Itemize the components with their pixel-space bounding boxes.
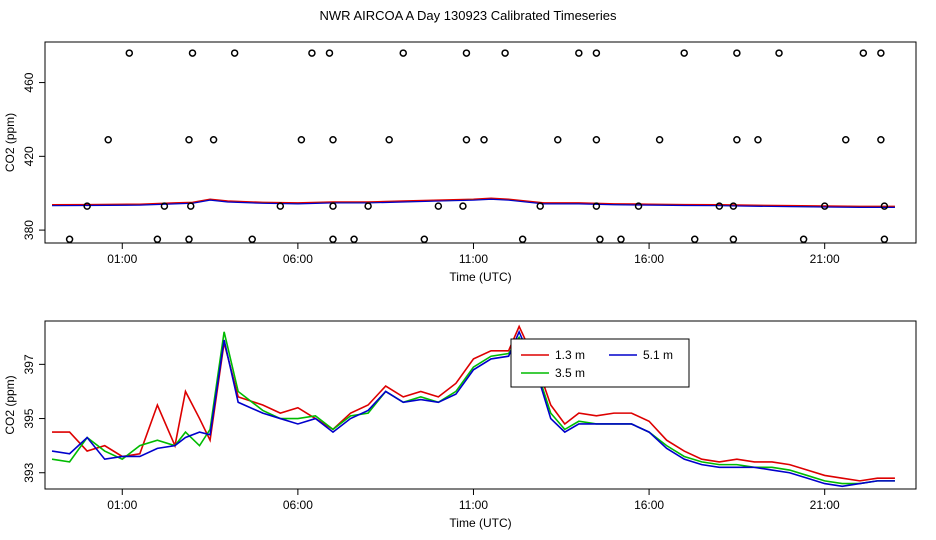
outlier-point bbox=[518, 235, 527, 244]
x-axis-label: Time (UTC) bbox=[449, 516, 511, 530]
outlier-point bbox=[877, 49, 885, 57]
plot-frame bbox=[44, 41, 917, 244]
y-tick-label: 393 bbox=[22, 462, 36, 482]
series-line-blue bbox=[52, 198, 895, 208]
x-tick-label: 01:00 bbox=[107, 498, 137, 512]
outlier-point bbox=[799, 235, 808, 244]
outlier-point bbox=[188, 49, 197, 57]
series-line-red bbox=[52, 197, 895, 207]
outlier-point bbox=[842, 135, 850, 144]
legend-label: 3.5 m bbox=[555, 366, 585, 380]
outlier-point bbox=[187, 202, 195, 210]
outlier-point bbox=[575, 49, 583, 57]
outlier-point bbox=[125, 49, 134, 57]
outlier-point bbox=[65, 235, 74, 244]
legend: 1.3 m 3.5 m 5.1 m bbox=[510, 338, 690, 388]
outlier-point bbox=[596, 235, 604, 244]
outlier-point bbox=[434, 202, 443, 210]
outlier-point bbox=[775, 49, 783, 57]
outlier-point bbox=[153, 235, 162, 244]
outlier-point bbox=[536, 202, 544, 210]
outlier-point bbox=[592, 49, 601, 57]
y-axis-label: CO2 (ppm) bbox=[3, 375, 17, 434]
x-tick-label: 21:00 bbox=[810, 252, 840, 266]
outlier-point bbox=[690, 235, 699, 244]
outlier-point bbox=[859, 49, 868, 57]
outlier-point bbox=[83, 202, 91, 210]
outlier-point bbox=[733, 135, 741, 144]
series-line-5-1-m bbox=[51, 329, 895, 488]
outlier-point bbox=[160, 202, 169, 210]
outlier-point bbox=[329, 235, 337, 244]
outlier-point bbox=[754, 135, 762, 144]
outlier-point bbox=[634, 202, 643, 210]
outlier-point bbox=[462, 49, 471, 57]
panel-bottom: 01:00 06:00 11:00 16:00 21:00 Time (UTC) 393 39… bbox=[3, 320, 917, 530]
outlier-point bbox=[248, 235, 256, 244]
x-tick-label: 16:00 bbox=[634, 498, 664, 512]
outlier-point bbox=[729, 235, 738, 244]
y-tick-label: 397 bbox=[22, 354, 36, 374]
outlier-point bbox=[350, 235, 358, 244]
x-tick-label: 06:00 bbox=[283, 252, 313, 266]
y-tick-label: 395 bbox=[22, 408, 36, 428]
outlier-point bbox=[592, 135, 601, 144]
outlier-point bbox=[329, 135, 337, 144]
outlier-point bbox=[729, 202, 738, 210]
x-tick-label: 11:00 bbox=[459, 252, 488, 266]
x-tick-label: 16:00 bbox=[634, 252, 664, 266]
y-tick-label: 460 bbox=[22, 72, 36, 92]
outlier-point bbox=[554, 135, 562, 144]
x-tick-label: 06:00 bbox=[283, 498, 313, 512]
outlier-point bbox=[104, 135, 112, 144]
outlier-point bbox=[209, 135, 218, 144]
legend-label: 1.3 m bbox=[555, 348, 585, 362]
x-tick-label: 11:00 bbox=[459, 498, 488, 512]
outlier-point bbox=[715, 202, 724, 210]
series-line-3-5-m bbox=[51, 331, 895, 485]
x-tick-label: 21:00 bbox=[810, 498, 840, 512]
y-axis-label: CO2 (ppm) bbox=[3, 113, 17, 172]
x-axis-label: Time (UTC) bbox=[449, 270, 511, 284]
plot-frame bbox=[44, 320, 917, 490]
outlier-point bbox=[877, 135, 885, 144]
outlier-point bbox=[230, 49, 239, 57]
outlier-point bbox=[325, 49, 334, 57]
outlier-point bbox=[880, 235, 889, 244]
outlier-point bbox=[733, 49, 741, 57]
x-tick-label: 01:00 bbox=[107, 252, 137, 266]
panel-top: 01:00 06:00 11:00 16:00 21:00 Time (UTC) 380 42… bbox=[3, 41, 917, 284]
outlier-point bbox=[308, 49, 316, 57]
outlier-point bbox=[880, 202, 889, 210]
outlier-point bbox=[462, 135, 471, 144]
chart-title: NWR AIRCOA A Day 130923 Calibrated Times… bbox=[319, 8, 617, 23]
y-tick-label: 380 bbox=[22, 220, 36, 240]
outlier-point bbox=[420, 235, 429, 244]
y-tick-label: 420 bbox=[22, 146, 36, 166]
outlier-point bbox=[385, 135, 393, 144]
outlier-point bbox=[185, 235, 193, 244]
outlier-point bbox=[399, 49, 407, 57]
outlier-point bbox=[459, 202, 467, 210]
outlier-point bbox=[297, 135, 306, 144]
outlier-point bbox=[364, 202, 372, 210]
legend-box bbox=[510, 338, 690, 388]
outlier-point bbox=[617, 235, 625, 244]
outlier-point bbox=[820, 202, 829, 210]
outlier-point bbox=[185, 135, 193, 144]
outlier-point bbox=[655, 135, 664, 144]
outlier-point bbox=[480, 135, 488, 144]
series-line-1-3-m bbox=[52, 324, 895, 482]
outlier-point bbox=[592, 202, 601, 210]
outlier-point bbox=[276, 202, 285, 210]
outlier-point bbox=[501, 49, 509, 57]
outlier-point bbox=[680, 49, 688, 57]
outlier-point bbox=[329, 202, 337, 210]
legend-label: 5.1 m bbox=[643, 348, 673, 362]
